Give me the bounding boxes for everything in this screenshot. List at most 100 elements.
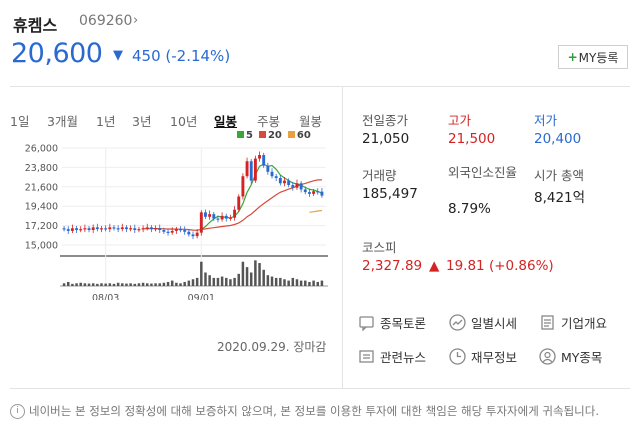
candle-body [120, 227, 124, 230]
candle-body [75, 228, 79, 231]
stock-name[interactable]: 휴켐스 [13, 16, 58, 35]
volume-bar [316, 281, 320, 286]
candle-body [141, 228, 145, 230]
tab-1[interactable]: 3개월 [47, 114, 78, 129]
info-value: 20,400 [534, 131, 582, 147]
kospi-label[interactable]: 코스피 [362, 240, 397, 255]
candle-body [95, 227, 99, 230]
volume-bar [216, 277, 220, 286]
volume-bar [104, 283, 107, 286]
volume-bar [262, 269, 265, 286]
volume-bar [270, 276, 274, 286]
candle-body [158, 228, 162, 231]
volume-bar [241, 261, 245, 286]
info-label: 고가 [448, 113, 472, 128]
candle-body [312, 191, 316, 194]
candle-body [262, 155, 266, 166]
volume-bar [254, 260, 257, 286]
link-clock[interactable]: 재무정보 [449, 347, 517, 366]
volume-bar [100, 283, 103, 286]
chat-icon [359, 316, 374, 331]
info-label: 저가 [534, 113, 558, 128]
candle-body [87, 228, 91, 231]
link-label: 일별시세 [471, 316, 518, 331]
price-chart[interactable]: 26,000 23,800 21,600 19,400 17,200 15,000 08/0… [10, 140, 332, 300]
chevron-right-icon[interactable]: › [133, 13, 139, 28]
candle-body [183, 230, 187, 232]
link-user[interactable]: MY종목 [539, 347, 602, 366]
candle-body [237, 196, 241, 210]
candle-body [204, 212, 207, 217]
date-stamp: 2020.09.29. 장마감 [217, 340, 327, 354]
volume-bar [75, 283, 78, 286]
candle-body [303, 189, 307, 193]
volume-bar [146, 283, 149, 286]
candle-body [91, 227, 95, 231]
volume-bar [208, 275, 211, 286]
volume-bar [150, 283, 153, 286]
tab-6[interactable]: 주봉 [257, 114, 281, 129]
candle-body [79, 229, 83, 231]
volume-bar [249, 272, 253, 286]
clock-icon [449, 348, 466, 365]
volume-bar [133, 283, 137, 286]
divider [342, 87, 343, 388]
candle-body [66, 229, 70, 231]
candle-body [220, 215, 224, 220]
link-chat[interactable]: 종목토론 [358, 313, 426, 332]
volume-bar [83, 283, 87, 286]
candle-body [83, 228, 87, 230]
info-value: 8.79% [448, 201, 491, 217]
volume-bar [125, 283, 128, 286]
y-tick-label: 19,400 [25, 202, 58, 213]
volume-bar [112, 283, 116, 286]
info-value: 21,050 [362, 131, 410, 147]
legend-item: 5 [237, 130, 253, 141]
tab-4[interactable]: 10년 [170, 114, 198, 129]
up-arrow-icon: ▲ [429, 258, 440, 274]
candle-body [270, 171, 274, 177]
kospi-change: 19.81 (+0.86%) [446, 258, 554, 274]
volume-bar [320, 280, 324, 286]
volume-bar [233, 277, 236, 286]
tab-3[interactable]: 3년 [132, 114, 152, 129]
legend-item: 60 [287, 130, 311, 141]
link-label: MY종목 [561, 350, 603, 365]
volume-bar [312, 280, 315, 286]
link-news[interactable]: 관련뉴스 [358, 347, 426, 366]
volume-bar [195, 277, 199, 286]
legend-swatch [258, 131, 266, 138]
tab-2[interactable]: 1년 [96, 114, 116, 129]
volume-bar [175, 282, 178, 286]
candle-body [278, 177, 282, 184]
trend-icon [449, 314, 466, 331]
tab-5[interactable]: 일봉 [214, 114, 238, 129]
y-tick-label: 21,600 [25, 182, 58, 193]
add-my-stock-button[interactable]: + MY등록 [558, 45, 628, 69]
candle-body [108, 227, 112, 230]
stock-code[interactable]: 069260 [79, 13, 133, 29]
volume-bar [71, 283, 74, 286]
volume-bar [91, 283, 95, 286]
volume-bar [79, 282, 82, 286]
volume-bar [229, 279, 232, 286]
x-tick-label: 09/01 [188, 293, 215, 300]
chart-legend: 5 20 60 [237, 130, 317, 141]
info-value: 21,500 [448, 131, 496, 147]
link-doc[interactable]: 기업개요 [539, 313, 607, 332]
volume-bar [279, 277, 282, 286]
volume-bar [62, 283, 66, 286]
candle-body [316, 191, 320, 193]
volume-bar [295, 279, 299, 286]
info-value: 185,497 [362, 186, 418, 202]
disclaimer-text: 네이버는 본 정보의 정확성에 대해 보증하지 않으며, 본 정보를 이용한 투… [29, 404, 599, 418]
link-trend[interactable]: 일별시세 [449, 313, 517, 332]
price-change: 450 (-2.14%) [132, 47, 231, 65]
legend-label: 60 [296, 130, 311, 141]
tab-7[interactable]: 월봉 [299, 114, 323, 129]
y-tick-label: 17,200 [25, 221, 58, 232]
tab-0[interactable]: 1일 [10, 114, 30, 129]
candle-body [216, 218, 220, 220]
info-label: 거래량 [362, 168, 397, 183]
link-label: 관련뉴스 [380, 350, 427, 365]
